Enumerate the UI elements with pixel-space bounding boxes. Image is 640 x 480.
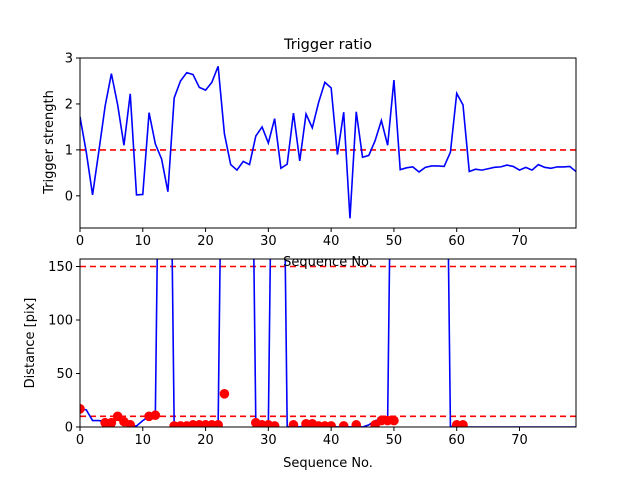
x-tick-label: 40	[323, 433, 340, 448]
y-tick-label: 3	[65, 52, 73, 67]
y-tick-label: 50	[56, 367, 73, 382]
data-point	[80, 404, 85, 414]
y-tick-label: 2	[65, 97, 73, 112]
data-point	[219, 389, 230, 399]
trigger-ratio-chart: 0 10 20 30 40 50 60 70 0 1 2 3	[65, 52, 577, 249]
chart-title-top: Trigger ratio	[283, 37, 372, 53]
x-tick-label: 30	[260, 234, 277, 249]
y-tick-label: 0	[65, 189, 73, 204]
distance-chart: 0 10 20 30 40 50 60 70 0 50 100 150	[48, 258, 577, 448]
y-axis-label-bottom: Distance [pix]	[23, 298, 38, 389]
data-point	[338, 421, 349, 427]
plot-area	[80, 259, 576, 427]
axes-frame	[79, 258, 577, 428]
data-point	[288, 420, 299, 427]
x-tick-label: 20	[197, 433, 214, 448]
y-axis-label-top: Trigger strength	[42, 90, 57, 195]
data-point	[150, 410, 161, 421]
x-tick-label: 60	[448, 433, 465, 448]
x-tick-label: 40	[323, 234, 340, 249]
data-point	[326, 421, 336, 427]
data-point	[125, 420, 136, 427]
x-tick-label: 0	[76, 433, 84, 448]
series-line	[80, 259, 576, 427]
x-tick-label: 0	[76, 234, 84, 249]
data-point	[389, 415, 399, 426]
y-tick-label: 1	[65, 143, 73, 158]
x-tick-label: 30	[260, 433, 277, 448]
data-point	[351, 420, 362, 427]
data-point	[112, 411, 123, 422]
y-tick-label: 150	[48, 260, 73, 275]
x-tick-label: 70	[511, 433, 528, 448]
x-tick-label: 50	[386, 234, 403, 249]
y-tick-label: 100	[48, 313, 73, 328]
x-axis-label-bottom: Sequence No.	[283, 456, 373, 471]
axes-frame	[79, 57, 577, 229]
data-point	[106, 417, 117, 427]
x-tick-label: 50	[386, 433, 403, 448]
y-tick-label: 0	[65, 421, 73, 436]
data-point	[458, 420, 468, 427]
x-tick-label: 10	[135, 234, 152, 249]
data-point	[213, 420, 223, 427]
data-point	[269, 421, 280, 427]
series-line	[80, 65, 576, 219]
x-tick-label: 60	[448, 234, 465, 249]
x-tick-label: 70	[511, 234, 528, 249]
plot-area	[80, 65, 576, 219]
x-tick-label: 20	[197, 234, 214, 249]
x-axis-label-top: Sequence No.	[283, 255, 373, 270]
x-tick-label: 10	[135, 433, 152, 448]
